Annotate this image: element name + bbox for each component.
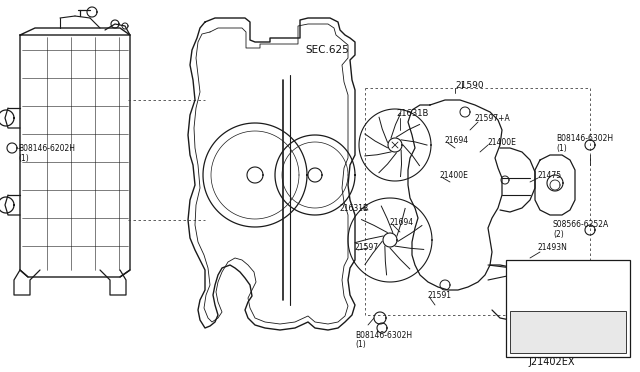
Text: SEC.991: SEC.991 — [548, 277, 588, 287]
Text: 21475: 21475 — [538, 170, 562, 180]
Text: (21599P): (21599P) — [546, 292, 590, 302]
Text: (1): (1) — [355, 340, 365, 350]
Text: 21694: 21694 — [390, 218, 414, 227]
Text: ⚠ WARNING: ⚠ WARNING — [549, 318, 587, 323]
Text: B08146-6202H: B08146-6202H — [18, 144, 75, 153]
Text: (2): (2) — [553, 230, 564, 238]
Text: S08566-6252A: S08566-6252A — [553, 219, 609, 228]
Text: 21591+A: 21591+A — [540, 291, 575, 299]
Text: B08146-6302H: B08146-6302H — [556, 134, 613, 142]
Text: 21597+A: 21597+A — [475, 113, 511, 122]
Text: 21591: 21591 — [428, 291, 452, 299]
Text: 21400E: 21400E — [440, 170, 469, 180]
Text: 21400E: 21400E — [488, 138, 517, 147]
Text: 21493N: 21493N — [538, 244, 568, 253]
Text: B08146-6302H: B08146-6302H — [355, 330, 412, 340]
Bar — [509, 311, 627, 353]
Text: 21694: 21694 — [445, 135, 469, 144]
Text: (1): (1) — [18, 154, 29, 163]
Bar — [506, 260, 630, 357]
Text: 21590: 21590 — [455, 80, 484, 90]
Text: 21631B: 21631B — [340, 203, 369, 212]
Text: J21402EX: J21402EX — [529, 357, 575, 367]
Text: (1): (1) — [556, 144, 567, 153]
Text: 21631B: 21631B — [396, 109, 428, 118]
Text: 21597: 21597 — [355, 244, 379, 253]
Text: SEC.625: SEC.625 — [305, 45, 349, 55]
